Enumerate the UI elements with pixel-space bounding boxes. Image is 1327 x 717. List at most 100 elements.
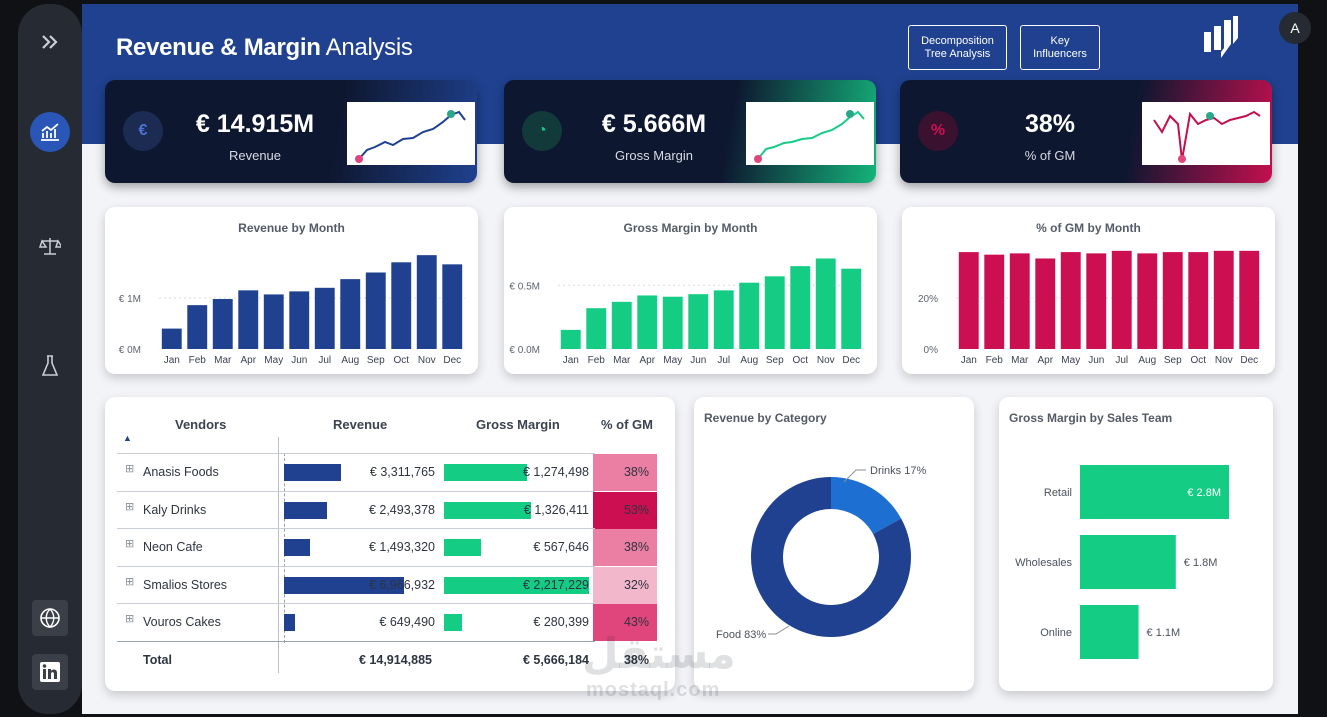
- gm-value: € 1,326,411: [523, 502, 589, 517]
- gm-sparkline: [746, 102, 874, 165]
- flask-icon[interactable]: [30, 346, 70, 386]
- gm-by-month-chart: € 0.0M € 0.5M Jan Feb Mar Apr May Jun Jul Aug Sep O…: [509, 258, 864, 366]
- x-tick-label: Jul: [1115, 355, 1128, 366]
- leader-line: [768, 625, 790, 635]
- gm-bar: [444, 539, 482, 556]
- revenue-bar: [284, 576, 404, 594]
- gm-value: € 1,274,498: [522, 465, 589, 479]
- bar: [1137, 253, 1158, 349]
- expand-row-icon[interactable]: ⊞: [125, 538, 135, 550]
- percent-icon: %: [918, 111, 958, 151]
- x-tick-label: Nov: [418, 355, 436, 366]
- revenue-value: € 1,493,320: [368, 540, 435, 554]
- x-tick-label: Jan: [164, 355, 180, 366]
- gm-by-team-card[interactable]: Gross Margin by Sales Team Retail € 2.8M W…: [999, 397, 1273, 691]
- gm-by-month-card[interactable]: Gross Margin by Month € 0.0M € 0.5M Jan Feb…: [504, 207, 877, 374]
- pct-by-month-card[interactable]: % of GM by Month 0% 20% Jan Feb Mar Apr May Jun…: [902, 207, 1275, 374]
- expand-row-icon[interactable]: ⊞: [125, 575, 135, 588]
- x-tick-label: Dec: [842, 355, 860, 366]
- vendor-name: Vouros Cakes: [143, 615, 221, 629]
- x-tick-label: Sep: [766, 355, 784, 366]
- bar: [1239, 250, 1260, 349]
- vendor-name: Smalios Stores: [143, 577, 228, 592]
- total-label: Total: [143, 653, 172, 667]
- bar: [713, 290, 734, 349]
- revenue-bar: [284, 464, 342, 481]
- team-label: Wholesales: [1015, 557, 1072, 569]
- expand-row-icon[interactable]: ⊞: [125, 613, 135, 625]
- x-tick-label: Jul: [717, 355, 730, 366]
- pct-by-month-chart: 0% 20% Jan Feb Mar Apr May Jun Jul Aug Sep Oct Nov De…: [918, 250, 1262, 366]
- total-gm: € 5,666,184: [522, 653, 589, 667]
- y-tick-label: € 0.5M: [509, 281, 540, 292]
- x-tick-label: Feb: [588, 355, 606, 366]
- revenue-by-month-card[interactable]: Revenue by Month € 0M € 1M Jan Feb Mar Apr May…: [105, 207, 478, 374]
- rev-by-category-card[interactable]: Revenue by Category Drinks 17% Food 83%: [694, 397, 974, 691]
- chart-title: Gross Margin by Sales Team: [1009, 411, 1173, 425]
- decomposition-tree-button[interactable]: Decomposition Tree Analysis: [908, 25, 1007, 70]
- x-tick-label: Mar: [214, 355, 232, 366]
- x-tick-label: Aug: [341, 355, 359, 366]
- kpi-card-gross-margin[interactable]: ◔ € 5.666M Gross Margin: [504, 80, 876, 183]
- bar: [212, 299, 233, 349]
- bar: [1162, 252, 1183, 349]
- x-tick-label: Aug: [740, 355, 758, 366]
- bar: [314, 287, 335, 349]
- slice-label: Drinks 17%: [870, 465, 926, 477]
- table-row[interactable]: ⊞ Neon Cafe € 1,493,320 € 567,646 38%: [117, 528, 657, 566]
- gm-bar: [444, 614, 463, 631]
- y-tick-label: 0%: [924, 345, 939, 356]
- line-chart-icon[interactable]: [30, 112, 70, 152]
- x-tick-label: May: [663, 355, 682, 366]
- scales-icon[interactable]: [30, 226, 70, 266]
- linkedin-icon[interactable]: [32, 654, 68, 690]
- bar: [187, 305, 208, 349]
- x-tick-label: Apr: [639, 355, 655, 366]
- x-tick-label: Feb: [189, 355, 207, 366]
- col-header-vendors[interactable]: Vendors: [175, 417, 227, 432]
- gm-bar: [444, 501, 531, 519]
- expand-row-icon[interactable]: ⊞: [125, 463, 135, 475]
- bar: [391, 262, 412, 349]
- kpi-card-pct-gm[interactable]: % 38% % of GM: [900, 80, 1272, 183]
- bar: [739, 282, 760, 349]
- brand-logo-icon: [1200, 14, 1240, 67]
- revenue-value: € 3,311,765: [369, 465, 435, 479]
- col-header-pct[interactable]: % of GM: [601, 417, 653, 432]
- x-tick-label: Aug: [1138, 355, 1156, 366]
- vendor-table-card[interactable]: Vendors Revenue Gross Margin % of GM ▲ ⊞…: [105, 397, 675, 691]
- vendor-name: Neon Cafe: [143, 540, 203, 554]
- sort-ascending-icon[interactable]: ▲: [123, 433, 132, 443]
- table-row[interactable]: ⊞ Kaly Drinks € 2,493,378 € 1,326,411 53%: [117, 490, 657, 529]
- key-influencers-button[interactable]: Key Influencers: [1020, 25, 1100, 70]
- team-value: € 2.8M: [1187, 487, 1221, 499]
- column-divider: [278, 437, 279, 673]
- accessibility-button[interactable]: A: [1279, 12, 1311, 44]
- revenue-by-month-chart: € 0M € 1M Jan Feb Mar Apr May Jun Jul Aug Sep Oct No…: [119, 255, 465, 366]
- bar: [365, 272, 386, 349]
- pct-value: 53%: [593, 491, 657, 529]
- expand-row-icon[interactable]: ⊞: [125, 500, 135, 513]
- table-row[interactable]: ⊞ Vouros Cakes € 649,490 € 280,399 43%: [117, 603, 657, 641]
- kpi-value: € 14.915M: [195, 110, 315, 138]
- table-row[interactable]: ⊞ Anasis Foods € 3,311,765 € 1,274,498 38%: [117, 453, 657, 491]
- globe-icon[interactable]: [32, 600, 68, 636]
- kpi-label: Revenue: [228, 148, 282, 163]
- x-tick-label: Nov: [817, 355, 835, 366]
- decomp-label-2: Tree Analysis: [924, 47, 991, 60]
- kpi-card-revenue[interactable]: € € 14.915M Revenue: [105, 80, 477, 183]
- table-row[interactable]: ⊞ Smalios Stores € 6,966,932 € 2,217,229 32%: [117, 565, 657, 604]
- page-title: Revenue & Margin Analysis: [116, 34, 413, 62]
- pct-value: 38%: [593, 529, 657, 566]
- bar: [1213, 250, 1234, 349]
- x-tick-label: May: [264, 355, 283, 366]
- report-canvas: Revenue & Margin Analysis Decomposition T…: [82, 4, 1298, 714]
- bar: [1111, 250, 1132, 349]
- bar: [289, 291, 310, 349]
- col-header-revenue[interactable]: Revenue: [333, 417, 388, 432]
- title-bold: Revenue & Margin: [116, 34, 321, 61]
- col-header-gm[interactable]: Gross Margin: [476, 417, 560, 432]
- expand-chevrons-icon[interactable]: [30, 22, 70, 62]
- team-value: € 1.8M: [1184, 557, 1218, 569]
